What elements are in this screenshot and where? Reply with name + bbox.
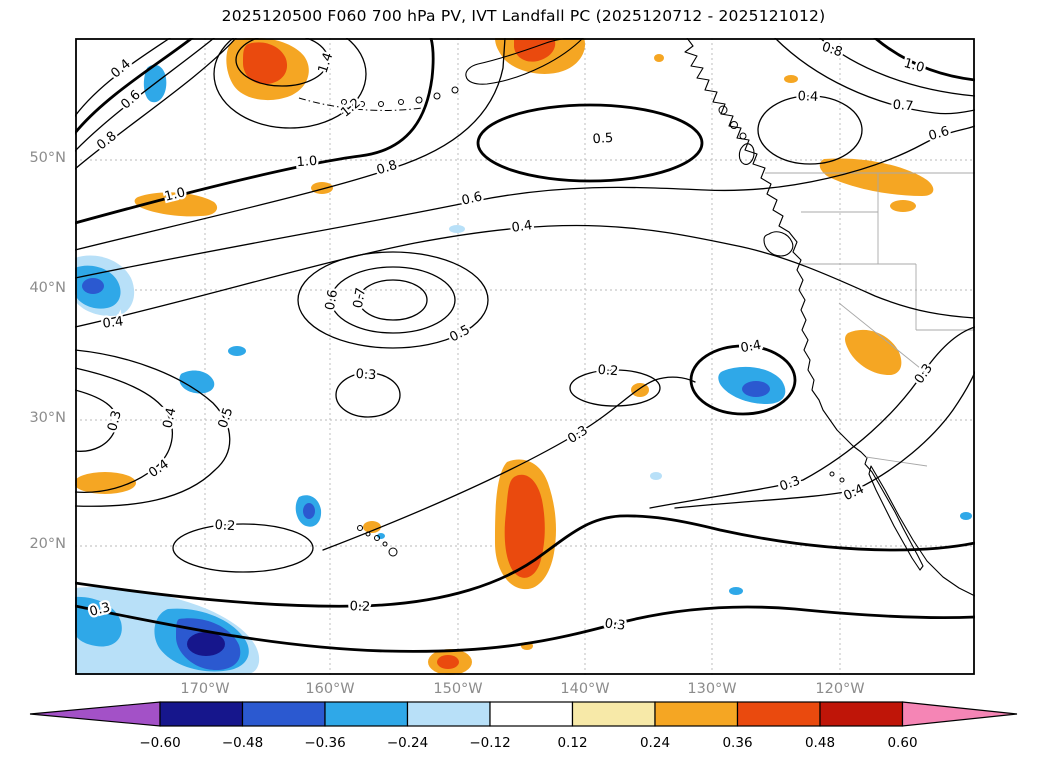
- contour-label: 1.2: [338, 96, 363, 121]
- contour-label: 0.7: [892, 98, 914, 115]
- colorbar-segment: [819, 701, 904, 727]
- contour-label: 0.5: [447, 323, 472, 346]
- contour-label: 0.3: [778, 473, 803, 494]
- colorbar-segment: [324, 701, 409, 727]
- colorbar-tick-label: 0.12: [557, 735, 588, 751]
- colorbar-segment: [406, 701, 491, 727]
- x-tick-label: 140°W: [560, 681, 610, 697]
- x-tick-label: 120°W: [815, 681, 865, 697]
- x-tick-label: 160°W: [305, 681, 355, 697]
- contour-lines: [75, 38, 975, 653]
- colorbar-tick-label: −0.24: [386, 735, 429, 751]
- state-borders: [765, 172, 975, 467]
- colorbar-tick-label: 0.24: [639, 735, 671, 751]
- contour-label: 0.4: [841, 482, 866, 504]
- x-tick-label: 150°W: [433, 681, 483, 697]
- contour-label: 0.4: [108, 57, 133, 82]
- colorbar-segment: [736, 701, 821, 727]
- contour-label: 1.4: [316, 51, 337, 75]
- colorbar-left-arrow: [29, 701, 161, 727]
- contour-label: 1.0: [902, 56, 926, 76]
- colorbar-tick-label: −0.48: [221, 735, 264, 751]
- contour-label: 0.4: [146, 457, 172, 481]
- x-tick-label: 130°W: [687, 681, 737, 697]
- colorbar-tick-label: −0.60: [139, 735, 181, 751]
- contour-label: 0.7: [351, 287, 369, 310]
- colorbar-segment: [571, 701, 656, 727]
- colorbar-right-arrow: [901, 701, 1018, 727]
- y-tick-label: 50°N: [29, 150, 66, 166]
- colorbar-segment: [241, 701, 326, 727]
- contour-label: 0.6: [927, 124, 951, 144]
- contour-label: 0.4: [797, 89, 818, 105]
- colorbar-segment: [159, 701, 244, 727]
- x-tick-label: 170°W: [180, 681, 230, 697]
- colorbar-tick-label: 0.36: [722, 735, 753, 751]
- contour-label: 0.3: [565, 423, 591, 447]
- colorbar-segment: [489, 701, 574, 727]
- shaded-anomaly-regions: [75, 38, 972, 675]
- contour-label: 0.4: [102, 314, 124, 331]
- colorbar-tick-label: −0.12: [469, 735, 511, 751]
- coastlines: [298, 38, 975, 597]
- map-plot-area: 0.40.60.81.01.01.21.40.80.60.40.50.40.81…: [75, 38, 975, 675]
- y-tick-label: 30°N: [29, 410, 66, 426]
- contour-label: 0.3: [105, 409, 125, 433]
- contour-label: 0.4: [511, 218, 534, 236]
- colorbar-tick-label: −0.36: [304, 735, 346, 751]
- colorbar-tick-label: 0.48: [804, 735, 836, 751]
- contour-label: 0.6: [460, 189, 484, 208]
- y-tick-label: 20°N: [29, 536, 66, 552]
- contour-label: 0.6: [323, 289, 341, 312]
- contour-label: 1.0: [296, 154, 318, 170]
- contour-label: 0.8: [375, 158, 399, 178]
- contour-label: 0.8: [820, 40, 844, 61]
- contour-label: 0.2: [597, 363, 619, 379]
- colorbar: [29, 701, 1018, 727]
- contour-label: 0.3: [355, 367, 377, 383]
- colorbar-segment: [654, 701, 739, 727]
- contour-label: 0.5: [592, 131, 614, 147]
- plot-frame: [75, 38, 975, 675]
- contour-label: 0.2: [349, 599, 370, 615]
- contour-label: 0.3: [604, 616, 626, 633]
- contour-label: 0.2: [214, 518, 236, 534]
- colorbar-tick-label: 0.60: [887, 735, 918, 751]
- chart-title: 2025120500 F060 700 hPa PV, IVT Landfall…: [221, 7, 826, 25]
- y-tick-label: 40°N: [29, 280, 66, 296]
- contour-label: 0.4: [161, 406, 180, 429]
- contour-label: 0.4: [740, 338, 763, 356]
